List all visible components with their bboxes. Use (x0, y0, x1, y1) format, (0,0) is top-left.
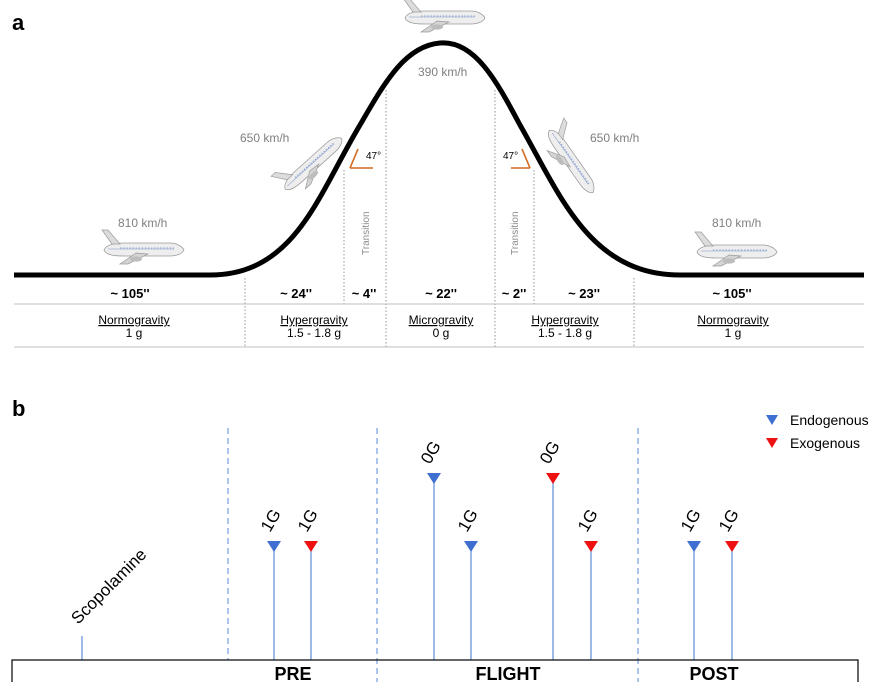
speed-right-level: 810 km/h (712, 216, 761, 230)
marker-5: 0G (536, 438, 564, 660)
angle-label-left: 47° (366, 151, 381, 162)
duration-6: ~ 23'' (568, 286, 600, 301)
phase-5-name: Normogravity (697, 313, 768, 327)
parabola-curve (14, 40, 864, 278)
timeline-flight: FLIGHT (476, 664, 541, 682)
duration-2: ~ 24'' (280, 286, 312, 301)
marker-8: 1G (715, 506, 743, 660)
marker-6: 1G (574, 506, 602, 660)
transition-label-left: Transition (361, 211, 372, 255)
aircraft-right-level (694, 231, 778, 267)
speed-left-level: 810 km/h (118, 216, 167, 230)
phase-1-g: 1 g (126, 326, 143, 340)
marker-1-label: 1G (257, 506, 285, 535)
marker-1-triangle (267, 541, 281, 552)
marker-1: 1G (257, 506, 285, 660)
transition-label-right: Transition (510, 211, 521, 255)
angle-marker-right (511, 148, 531, 169)
panel-a-letter: a (12, 10, 25, 35)
legend-endogenous-marker (766, 415, 778, 425)
marker-3-triangle (427, 473, 441, 484)
phase-4-name: Hypergravity (531, 313, 598, 327)
marker-8-label: 1G (715, 506, 743, 535)
speed-top: 390 km/h (418, 65, 467, 79)
duration-5: ~ 2'' (502, 286, 527, 301)
speed-right-climb: 650 km/h (590, 131, 639, 145)
duration-3: ~ 4'' (352, 286, 377, 301)
marker-6-triangle (584, 541, 598, 552)
timeline-box (11, 659, 859, 682)
speed-left-climb: 650 km/h (240, 131, 289, 145)
phase-5-g: 1 g (725, 326, 742, 340)
timeline-dividers (227, 428, 639, 682)
legend: Endogenous Exogenous (766, 412, 869, 451)
angle-label-right: 47° (503, 151, 518, 162)
scopolamine-label: Scopolamine (67, 545, 150, 628)
legend-exogenous-marker (766, 438, 778, 448)
duration-1: ~ 105'' (110, 286, 149, 301)
legend-endogenous-label: Endogenous (790, 412, 869, 428)
marker-6-label: 1G (574, 506, 602, 535)
marker-7-label: 1G (677, 506, 705, 535)
marker-5-label: 0G (536, 438, 564, 467)
timeline-post: POST (689, 664, 738, 682)
panel-b-letter: b (12, 396, 25, 421)
marker-2-label: 1G (294, 506, 322, 535)
aircraft-left-level (101, 229, 185, 265)
timeline-pre: PRE (274, 664, 311, 682)
marker-7-triangle (687, 541, 701, 552)
marker-2-triangle (304, 541, 318, 552)
phase-1-name: Normogravity (98, 313, 169, 327)
marker-4: 1G (454, 506, 482, 660)
legend-exogenous-label: Exogenous (790, 435, 860, 451)
angle-marker-left (349, 148, 373, 169)
phase-2-name: Hypergravity (280, 313, 347, 327)
marker-2: 1G (294, 506, 322, 660)
marker-3: 0G (417, 438, 445, 660)
marker-4-label: 1G (454, 506, 482, 535)
marker-3-label: 0G (417, 438, 445, 467)
marker-7: 1G (677, 506, 705, 660)
marker-5-triangle (546, 473, 560, 484)
phase-2-g: 1.5 - 1.8 g (287, 326, 341, 340)
marker-4-triangle (464, 541, 478, 552)
duration-4: ~ 22'' (425, 286, 457, 301)
phase-3-g: 0 g (433, 326, 450, 340)
marker-8-triangle (725, 541, 739, 552)
phase-4-g: 1.5 - 1.8 g (538, 326, 592, 340)
aircraft-top (402, 0, 486, 33)
duration-7: ~ 105'' (712, 286, 751, 301)
phase-3-name: Microgravity (409, 313, 474, 327)
